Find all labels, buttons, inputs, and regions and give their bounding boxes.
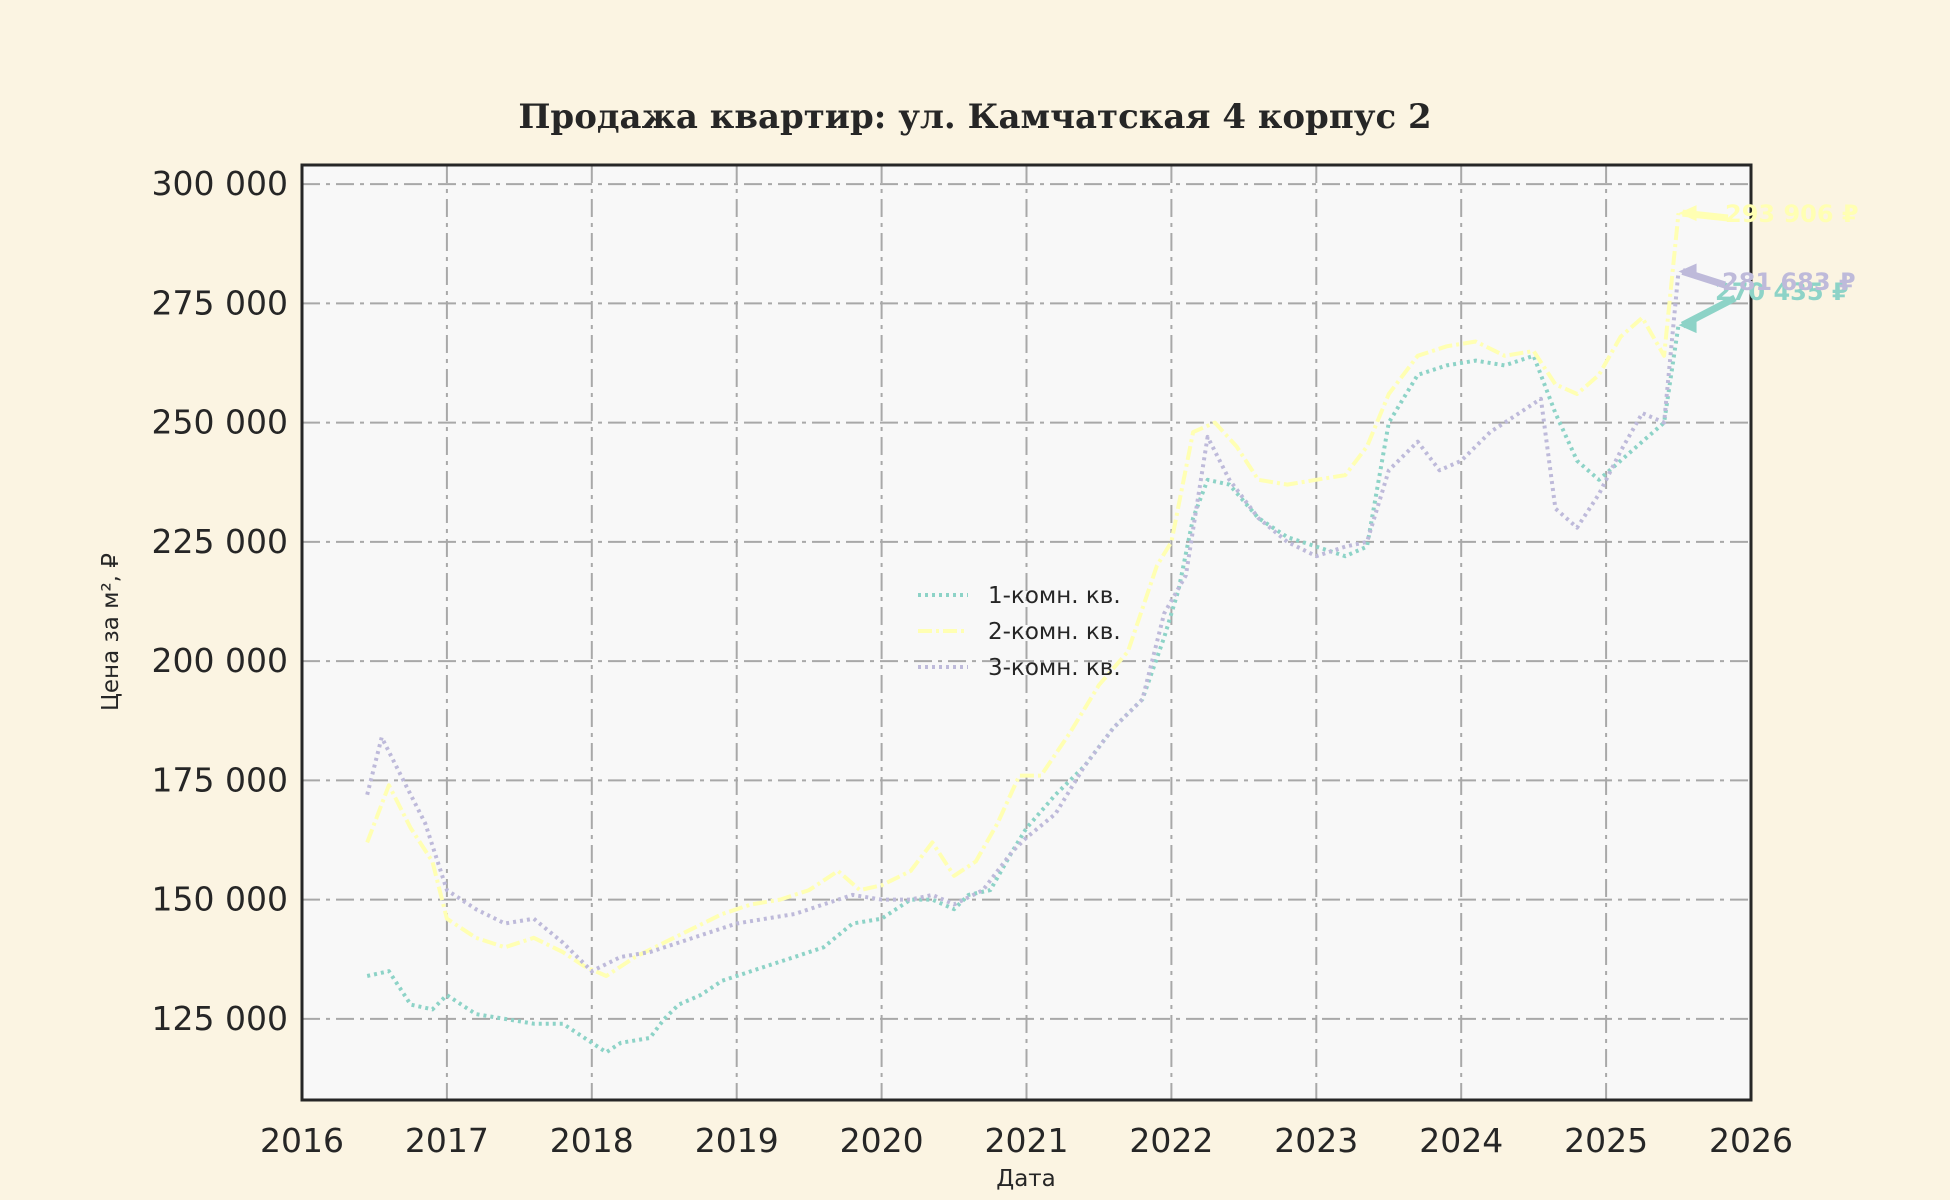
end-label-2: 293 906 ₽ xyxy=(1725,200,1859,228)
end-label-arrowhead-2 xyxy=(1678,205,1697,222)
y-tick-label: 300 000 xyxy=(152,164,288,203)
end-labels: 270 435 ₽ 293 906 ₽ 281 683 ₽ xyxy=(1678,200,1859,334)
x-tick-label: 2023 xyxy=(1274,1121,1358,1160)
y-tick-label: 275 000 xyxy=(152,283,288,322)
series-line-3 xyxy=(365,271,1681,974)
x-tick-labels: 2016 2017 2018 2019 2020 2021 2022 2023 2024 2025… xyxy=(260,1121,1793,1160)
end-label-3: 281 683 ₽ xyxy=(1722,268,1856,296)
x-tick-label: 2017 xyxy=(405,1121,489,1160)
plot-frame xyxy=(300,163,1753,1102)
x-tick-label: 2024 xyxy=(1419,1121,1503,1160)
end-label-1: 270 435 ₽ xyxy=(1715,278,1849,306)
y-tick-label: 250 000 xyxy=(152,403,288,442)
y-axis-label: Цена за м², ₽ xyxy=(98,553,124,711)
x-tick-label: 2020 xyxy=(840,1121,924,1160)
y-tick-label: 175 000 xyxy=(152,760,288,799)
legend-label-2: 2-комн. кв. xyxy=(988,619,1121,645)
legend: 1-комн. кв. 2-комн. кв. 3-комн. кв. xyxy=(918,583,1121,681)
legend-label-1: 1-комн. кв. xyxy=(988,583,1121,609)
x-tick-label: 2022 xyxy=(1129,1121,1213,1160)
x-tick-label: 2019 xyxy=(695,1121,779,1160)
x-tick-label: 2021 xyxy=(985,1121,1069,1160)
series-line-1 xyxy=(366,324,1681,1055)
series-layer xyxy=(365,212,1681,1055)
y-tick-label: 225 000 xyxy=(152,522,288,561)
y-tick-labels: 125 000 150 000 175 000 200 000 225 000 250 0… xyxy=(152,164,288,1038)
grid xyxy=(302,165,1751,1100)
end-label-arrowhead-1 xyxy=(1678,317,1697,334)
chart-title: Продажа квартир: ул. Камчатская 4 корпус… xyxy=(518,97,1431,137)
series-line-2 xyxy=(365,212,1681,978)
y-tick-label: 125 000 xyxy=(152,999,288,1038)
x-tick-label: 2016 xyxy=(260,1121,344,1160)
y-tick-label: 200 000 xyxy=(152,641,288,680)
legend-label-3: 3-комн. кв. xyxy=(988,655,1121,681)
x-tick-label: 2026 xyxy=(1709,1121,1793,1160)
x-tick-label: 2025 xyxy=(1564,1121,1648,1160)
y-tick-label: 150 000 xyxy=(152,880,288,919)
x-axis-label: Дата xyxy=(996,1166,1056,1192)
end-label-arrowhead-3 xyxy=(1678,263,1697,280)
x-tick-label: 2018 xyxy=(550,1121,634,1160)
